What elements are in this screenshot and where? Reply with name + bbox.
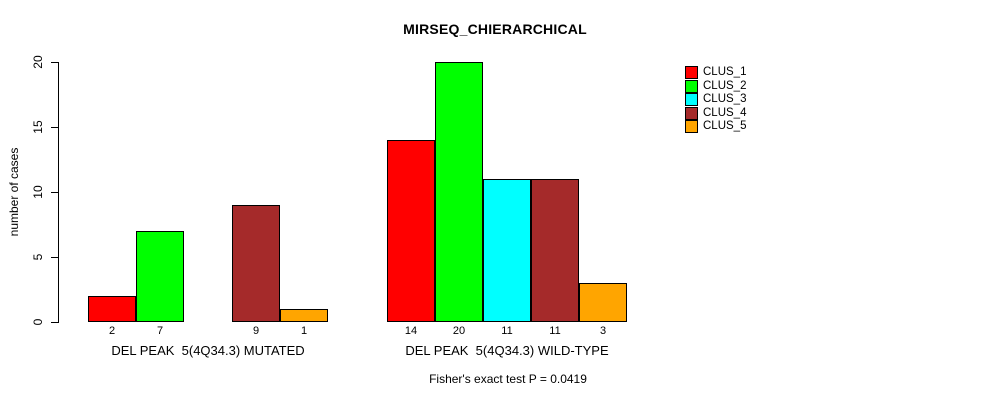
y-axis-tick-label: 10 xyxy=(31,185,45,199)
legend-swatch-CLUS_4 xyxy=(685,106,698,120)
bar-CLUS_1-group1 xyxy=(88,296,136,322)
y-axis-tick-label: 0 xyxy=(31,318,45,326)
y-axis-tick-label: 20 xyxy=(31,55,45,69)
y-axis-tick xyxy=(51,257,58,258)
bar-value-label: 11 xyxy=(549,325,561,337)
bar-value-label: 7 xyxy=(156,325,164,337)
bar-CLUS_2-group1 xyxy=(136,231,184,322)
bar-CLUS_1-group2 xyxy=(387,140,435,322)
bar-value-label: 1 xyxy=(300,325,308,337)
legend-swatch-CLUS_3 xyxy=(685,93,698,106)
bar-CLUS_5-group2 xyxy=(579,283,627,322)
legend-swatch-CLUS_5 xyxy=(685,120,698,133)
y-axis-tick xyxy=(51,127,58,128)
bar-value-label: 20 xyxy=(452,325,466,337)
y-axis-tick xyxy=(51,192,58,193)
legend-label: CLUS_4 xyxy=(703,106,747,119)
bar-CLUS_2-group2 xyxy=(435,62,483,322)
group-label-wild-type: DEL PEAK 5(4Q34.3) WILD-TYPE xyxy=(405,343,609,358)
legend-label: CLUS_5 xyxy=(703,120,747,132)
fisher-test-annotation: Fisher's exact test P = 0.0419 xyxy=(429,372,587,386)
bar-value-label: 2 xyxy=(108,325,116,337)
y-axis-tick-label: 5 xyxy=(31,253,45,261)
legend-swatch-CLUS_1 xyxy=(685,66,698,79)
bar-CLUS_4-group1 xyxy=(232,205,280,322)
legend-label: CLUS_1 xyxy=(703,66,747,78)
chart-title: MIRSEQ_CHIERARCHICAL xyxy=(403,21,587,37)
y-axis-title: number of cases xyxy=(7,147,21,237)
y-axis-tick xyxy=(51,62,58,63)
y-axis-line xyxy=(58,62,59,323)
bar-value-label: 3 xyxy=(599,325,607,337)
legend-label: CLUS_3 xyxy=(703,93,747,105)
bar-value-label: 14 xyxy=(404,325,418,337)
y-axis-tick xyxy=(51,322,58,323)
bar-CLUS_4-group2 xyxy=(531,179,579,322)
legend-label: CLUS_2 xyxy=(703,79,747,92)
y-axis-tick-label: 15 xyxy=(31,120,45,134)
bar-CLUS_5-group1 xyxy=(280,309,328,322)
bar-value-label: 11 xyxy=(501,325,513,337)
bar-CLUS_3-group2 xyxy=(483,179,531,322)
legend-swatch-CLUS_2 xyxy=(685,79,698,93)
group-label-mutated: DEL PEAK 5(4Q34.3) MUTATED xyxy=(111,343,305,358)
bar-value-label: 9 xyxy=(252,325,260,337)
